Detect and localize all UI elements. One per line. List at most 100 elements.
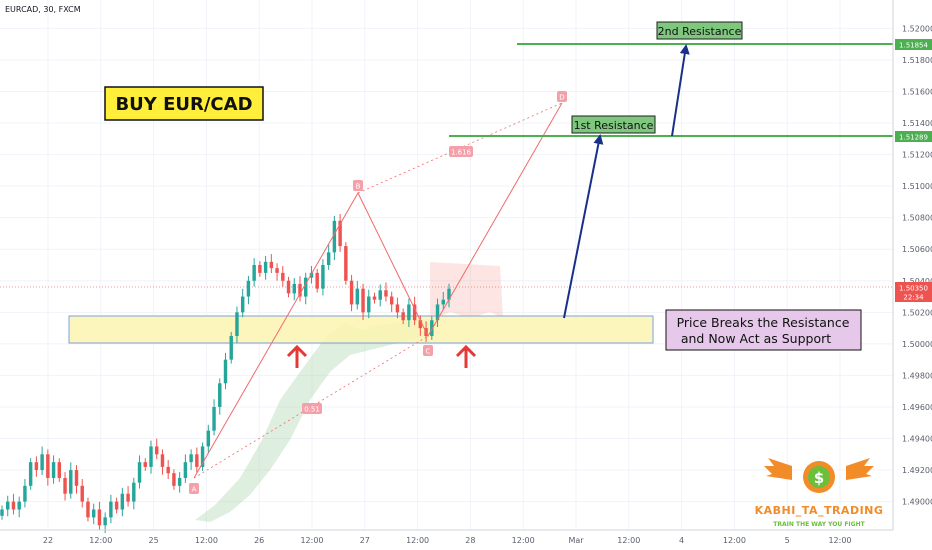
support-note-box[interactable]: Price Breaks the Resistance and Now Act …	[665, 309, 862, 351]
y-tick-label: 1.49400	[902, 435, 932, 444]
x-tick-label: 25	[149, 536, 159, 545]
candle-body	[40, 454, 44, 471]
candle-body	[430, 320, 434, 336]
resistance-2-label-box[interactable]: 2nd Resistance	[656, 21, 743, 40]
support-note-line1: Price Breaks the Resistance	[677, 315, 850, 330]
y-tick-label: 1.50200	[902, 308, 932, 317]
price-badge-current: 1.50350 22:34	[895, 282, 932, 302]
y-axis-ticks: 1.49000 1.49200 1.49400 1.49600 1.49800 1.500…	[902, 24, 932, 506]
x-tick-label: 12:00	[89, 536, 112, 545]
candle-body	[34, 462, 39, 471]
pattern-point-a-label: A	[192, 486, 197, 494]
x-tick-label: 12:00	[300, 536, 323, 545]
buy-label-box[interactable]: BUY EUR/CAD	[104, 86, 264, 121]
candle-body	[143, 462, 147, 467]
ichimoku-cloud-green	[195, 318, 430, 522]
candle-body	[395, 304, 400, 313]
y-tick-label: 1.51400	[902, 119, 932, 128]
y-tick-label: 1.49200	[902, 466, 932, 475]
candle-body	[17, 501, 21, 510]
arrow-to-resistance-1	[563, 134, 604, 319]
candle-body	[86, 501, 90, 518]
logo-wing-left	[764, 458, 792, 480]
x-tick-label: 26	[254, 536, 264, 545]
candle-body	[166, 466, 170, 474]
resistance-1-label-box[interactable]: 1st Resistance	[571, 115, 656, 134]
pattern-point-d[interactable]: D	[557, 91, 567, 102]
x-tick-label: 12:00	[828, 536, 851, 545]
price-badge-current-text: 1.50350	[899, 285, 928, 293]
pattern-point-c[interactable]: C	[423, 345, 433, 356]
grid-lines	[0, 0, 893, 530]
y-tick-label: 1.50800	[902, 214, 932, 223]
candle-body	[315, 272, 319, 289]
candle-body	[51, 462, 56, 478]
pattern-legs	[193, 102, 563, 479]
candle-body	[11, 501, 16, 510]
candle-body	[361, 288, 365, 313]
candle-body	[0, 509, 4, 516]
candle-body	[109, 501, 113, 518]
candle-body	[412, 304, 417, 321]
candle-body	[23, 485, 27, 502]
candle-body	[384, 290, 388, 297]
price-badge-resistance-2-text: 1.51854	[899, 42, 928, 50]
candle-body	[349, 280, 354, 305]
brand-logo: $ KABHI_TA_TRADING TRAIN THE WAY YOU FIG…	[755, 458, 883, 528]
candle-body	[246, 280, 251, 297]
logo-coin-inner	[808, 466, 830, 488]
candle-body	[401, 312, 405, 321]
candle-body	[235, 312, 239, 336]
y-tick-label: 1.49000	[902, 498, 932, 507]
candle-body	[269, 261, 274, 269]
y-tick-label: 1.51000	[902, 182, 932, 191]
candle-body	[80, 485, 84, 502]
x-tick-label: 12:00	[723, 536, 746, 545]
pattern-point-b[interactable]: B	[353, 180, 363, 191]
price-badge-resistance-1: 1.51289	[895, 131, 932, 142]
support-zone[interactable]	[68, 315, 654, 344]
candle-body	[97, 509, 102, 526]
candle-body	[137, 462, 142, 483]
candle-body	[172, 473, 176, 486]
candlesticks	[0, 214, 451, 533]
candle-body	[275, 268, 279, 273]
x-tick-label: 27	[360, 536, 370, 545]
x-tick-label: 12:00	[617, 536, 640, 545]
candle-body	[120, 493, 125, 510]
x-tick-label: 28	[465, 536, 475, 545]
candle-body	[344, 246, 348, 281]
candle-body	[223, 359, 228, 384]
candle-body	[177, 477, 182, 486]
candle-body	[338, 220, 342, 247]
candle-body	[435, 304, 440, 321]
candle-body	[229, 335, 233, 360]
symbol-header: EURCAD, 30, FXCM	[5, 5, 81, 14]
pattern-point-a[interactable]: A	[189, 483, 199, 494]
x-tick-label: 5	[785, 536, 790, 545]
candle-body	[91, 509, 96, 518]
candle-body	[286, 280, 291, 294]
candle-body	[103, 517, 107, 526]
y-tick-label: 1.52000	[902, 24, 932, 33]
candle-body	[447, 288, 451, 300]
candle-body	[367, 296, 371, 313]
up-arrow-left	[286, 344, 308, 368]
candle-body	[114, 501, 119, 510]
y-tick-label: 1.50400	[902, 277, 932, 286]
y-tick-label: 1.51200	[902, 151, 932, 160]
resistance-1-label: 1st Resistance	[574, 119, 654, 132]
candle-body	[407, 304, 411, 321]
candle-body	[200, 446, 205, 467]
candle-body	[69, 470, 73, 494]
candle-body	[218, 383, 222, 407]
candle-body	[212, 406, 216, 431]
candle-body	[304, 277, 308, 297]
candle-body	[63, 477, 67, 494]
pattern-point-b-label: B	[356, 183, 361, 191]
candle-body	[6, 501, 10, 510]
candle-body	[355, 288, 360, 305]
candle-body	[281, 272, 285, 281]
